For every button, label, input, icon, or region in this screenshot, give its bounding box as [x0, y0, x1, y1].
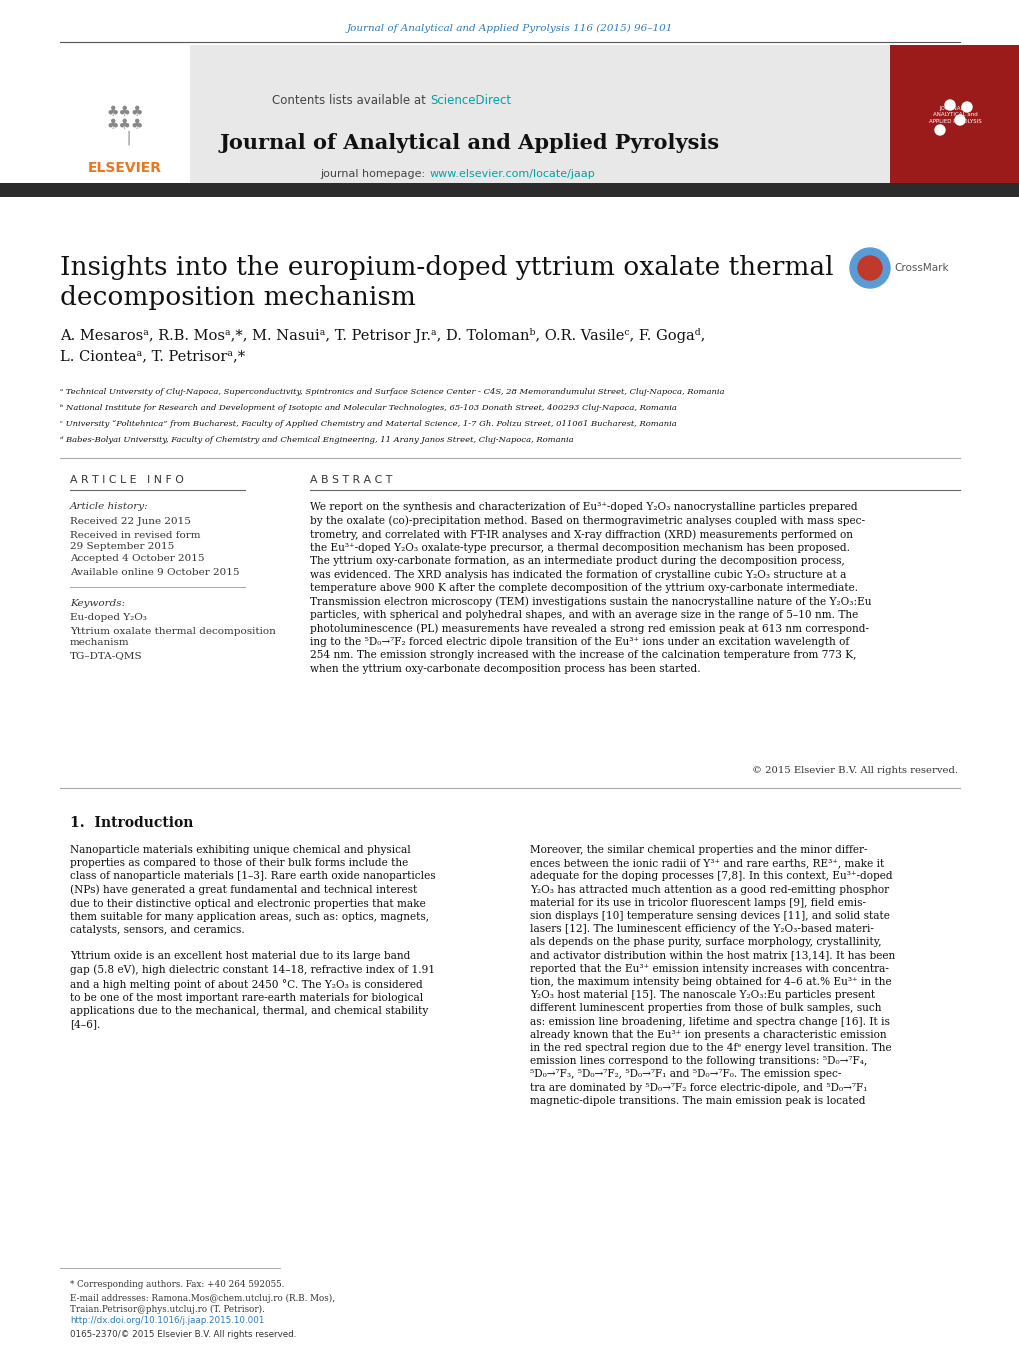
Text: Received in revised form
29 September 2015: Received in revised form 29 September 20…	[70, 531, 201, 551]
Text: A B S T R A C T: A B S T R A C T	[310, 476, 392, 485]
Bar	[60, 45, 899, 185]
Text: CrossMark: CrossMark	[893, 263, 948, 273]
Text: Journal of Analytical and Applied Pyrolysis 116 (2015) 96–101: Journal of Analytical and Applied Pyroly…	[346, 23, 673, 32]
Text: Nanoparticle materials exhibiting unique chemical and physical
properties as com: Nanoparticle materials exhibiting unique…	[70, 844, 435, 1029]
Text: 0165-2370/© 2015 Elsevier B.V. All rights reserved.: 0165-2370/© 2015 Elsevier B.V. All right…	[70, 1329, 297, 1339]
Text: Received 22 June 2015: Received 22 June 2015	[70, 517, 191, 526]
Text: A R T I C L E   I N F O: A R T I C L E I N F O	[70, 476, 183, 485]
Text: A. Mesarosᵃ, R.B. Mosᵃ,*, M. Nasuiᵃ, T. Petrisor Jr.ᵃ, D. Tolomanᵇ, O.R. Vasileᶜ: A. Mesarosᵃ, R.B. Mosᵃ,*, M. Nasuiᵃ, T. …	[60, 328, 705, 363]
Text: We report on the synthesis and characterization of Eu³⁺-doped Y₂O₃ nanocrystalli: We report on the synthesis and character…	[310, 503, 870, 674]
Text: 1.  Introduction: 1. Introduction	[70, 816, 194, 830]
Circle shape	[954, 115, 964, 126]
Text: ᵃ Technical University of Cluj-Napoca, Superconductivity, Spintronics and Surfac: ᵃ Technical University of Cluj-Napoca, S…	[60, 388, 723, 396]
Bar	[0, 182, 1019, 197]
Bar	[890, 45, 1019, 185]
Text: Journal of Analytical and Applied Pyrolysis: Journal of Analytical and Applied Pyroly…	[220, 132, 719, 153]
Text: ELSEVIER: ELSEVIER	[88, 161, 162, 176]
Text: TG–DTA-QMS: TG–DTA-QMS	[70, 651, 143, 661]
Circle shape	[849, 249, 890, 288]
Text: Contents lists available at: Contents lists available at	[272, 93, 430, 107]
Text: ᵈ Babes-Bolyai University, Faculty of Chemistry and Chemical Engineering, 11 Ara: ᵈ Babes-Bolyai University, Faculty of Ch…	[60, 436, 573, 444]
Text: Article history:: Article history:	[70, 503, 149, 511]
Text: Keywords:: Keywords:	[70, 598, 125, 608]
Text: * Corresponding authors. Fax: +40 264 592055.: * Corresponding authors. Fax: +40 264 59…	[70, 1279, 284, 1289]
Circle shape	[934, 126, 944, 135]
Text: www.elsevier.com/locate/jaap: www.elsevier.com/locate/jaap	[430, 169, 595, 178]
Text: © 2015 Elsevier B.V. All rights reserved.: © 2015 Elsevier B.V. All rights reserved…	[751, 766, 957, 775]
Text: Eu-doped Y₂O₃: Eu-doped Y₂O₃	[70, 613, 147, 621]
Text: ᶜ University “Politehnica” from Bucharest, Faculty of Applied Chemistry and Mate: ᶜ University “Politehnica” from Buchares…	[60, 420, 676, 428]
Text: ᵇ National Institute for Research and Development of Isotopic and Molecular Tech: ᵇ National Institute for Research and De…	[60, 404, 677, 412]
Circle shape	[961, 101, 971, 112]
Text: http://dx.doi.org/10.1016/j.jaap.2015.10.001: http://dx.doi.org/10.1016/j.jaap.2015.10…	[70, 1316, 264, 1325]
Circle shape	[857, 255, 881, 280]
Bar	[60, 45, 190, 185]
Text: JOURNAL of
ANALYTICAL and
APPLIED PYROLYSIS: JOURNAL of ANALYTICAL and APPLIED PYROLY…	[927, 107, 980, 124]
Text: journal homepage:: journal homepage:	[320, 169, 428, 178]
Text: ScienceDirect: ScienceDirect	[430, 93, 511, 107]
Text: ♣♣♣
♣♣♣
  |: ♣♣♣ ♣♣♣ |	[106, 105, 144, 145]
Text: Available online 9 October 2015: Available online 9 October 2015	[70, 567, 239, 577]
Text: E-mail addresses: Ramona.Mos@chem.utcluj.ro (R.B. Mos),
Traian.Petrisor@phys.utc: E-mail addresses: Ramona.Mos@chem.utcluj…	[70, 1294, 335, 1315]
Text: Yttrium oxalate thermal decomposition
mechanism: Yttrium oxalate thermal decomposition me…	[70, 627, 275, 647]
Text: Accepted 4 October 2015: Accepted 4 October 2015	[70, 554, 204, 563]
Text: Moreover, the similar chemical properties and the minor differ-
ences between th: Moreover, the similar chemical propertie…	[530, 844, 895, 1106]
Text: Insights into the europium-doped yttrium oxalate thermal
decomposition mechanism: Insights into the europium-doped yttrium…	[60, 255, 833, 309]
Circle shape	[944, 100, 954, 109]
